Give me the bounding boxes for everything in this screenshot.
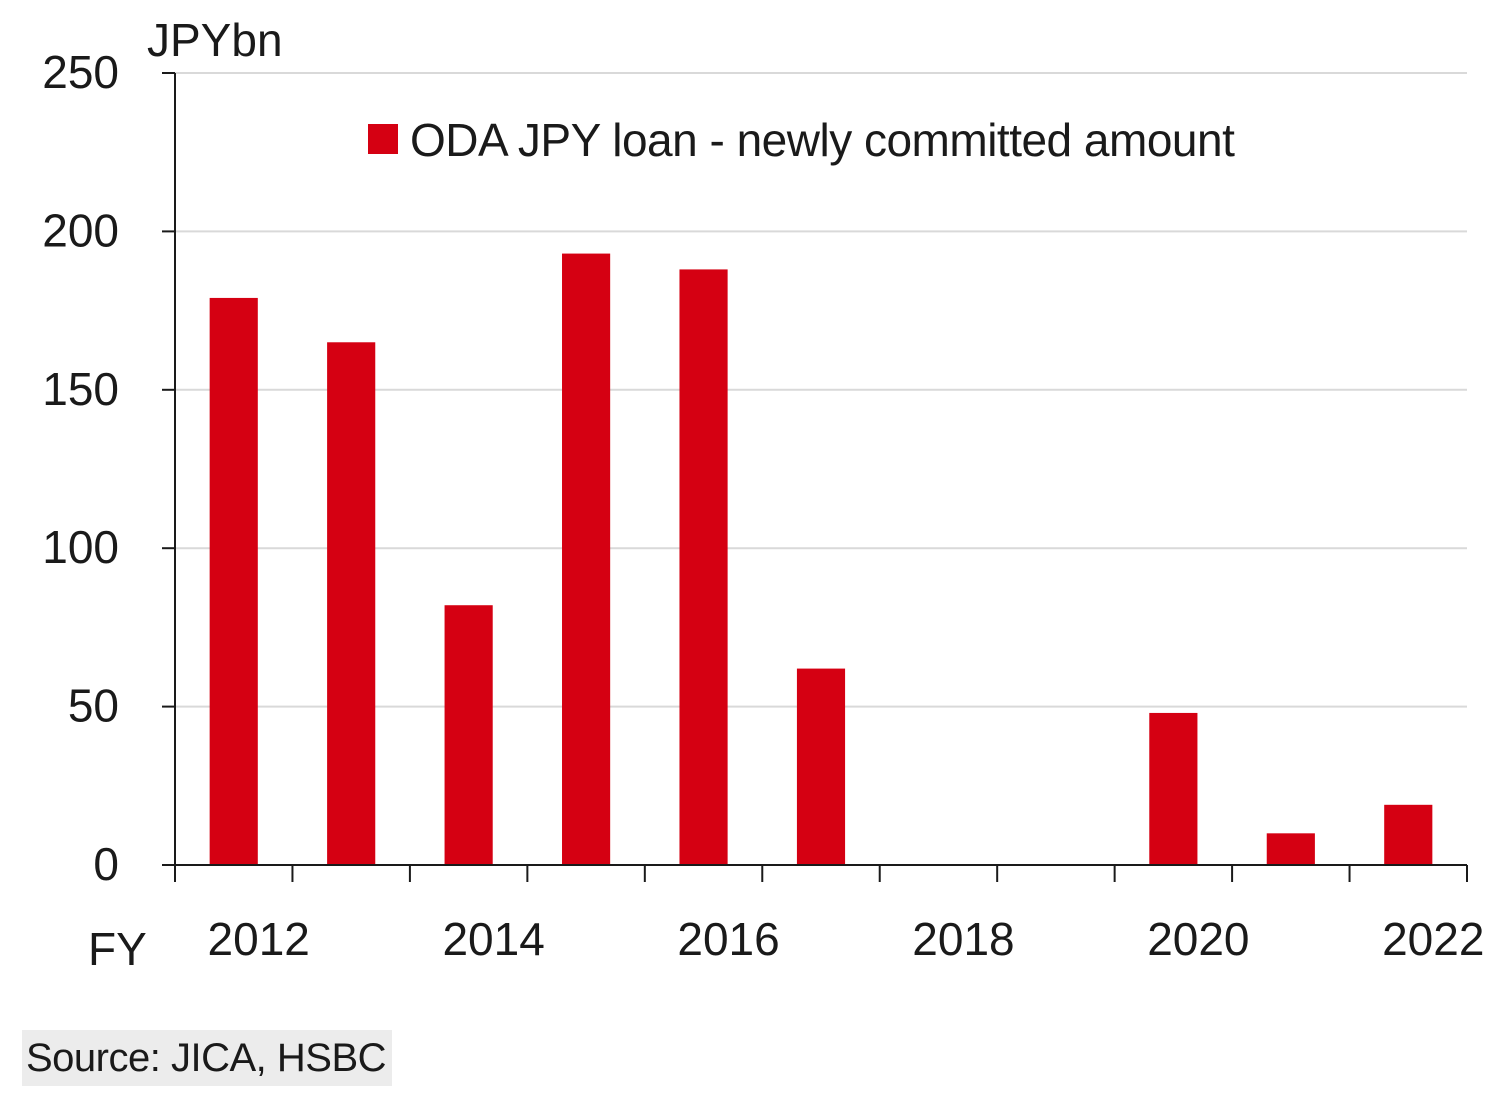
x-tick-label: 2016 xyxy=(677,913,779,965)
x-tick-label: 2018 xyxy=(912,913,1014,965)
y-tick-label: 50 xyxy=(68,680,119,732)
bar-2021 xyxy=(1266,833,1315,865)
x-axis-fy-label: FY xyxy=(88,923,147,975)
bar-2017 xyxy=(796,668,846,865)
legend: ODA JPY loan - newly committed amount xyxy=(368,114,1236,166)
gridlines xyxy=(175,72,1467,708)
bar-2022 xyxy=(1384,804,1433,865)
bar-2016 xyxy=(679,269,728,865)
legend-label: ODA JPY loan - newly committed amount xyxy=(410,114,1235,166)
source-note: Source: JICA, HSBC xyxy=(22,1030,393,1086)
bar-2020 xyxy=(1149,712,1198,865)
bars xyxy=(209,253,1433,866)
bar-2012 xyxy=(209,297,258,866)
y-tick-label: 250 xyxy=(42,46,119,98)
legend-swatch xyxy=(368,124,398,154)
x-tick-label: 2022 xyxy=(1382,913,1484,965)
y-axis-unit-label: JPYbn xyxy=(147,14,283,66)
bar-2015 xyxy=(562,253,611,866)
y-tick-label: 100 xyxy=(42,521,119,573)
y-tick-label: 150 xyxy=(42,363,119,415)
y-tick-label: 0 xyxy=(93,838,119,890)
bar-2013 xyxy=(327,342,376,865)
tick-labels: 0 50 100 150 200 250 2012 2014 2016 2018 2020 2022 xyxy=(42,46,1484,965)
x-tick-label: 2012 xyxy=(208,913,310,965)
bar-2014 xyxy=(444,605,493,865)
y-tick-label: 200 xyxy=(42,204,119,256)
axes xyxy=(162,72,1468,882)
x-tick-label: 2020 xyxy=(1147,913,1249,965)
x-tick-label: 2014 xyxy=(442,913,544,965)
